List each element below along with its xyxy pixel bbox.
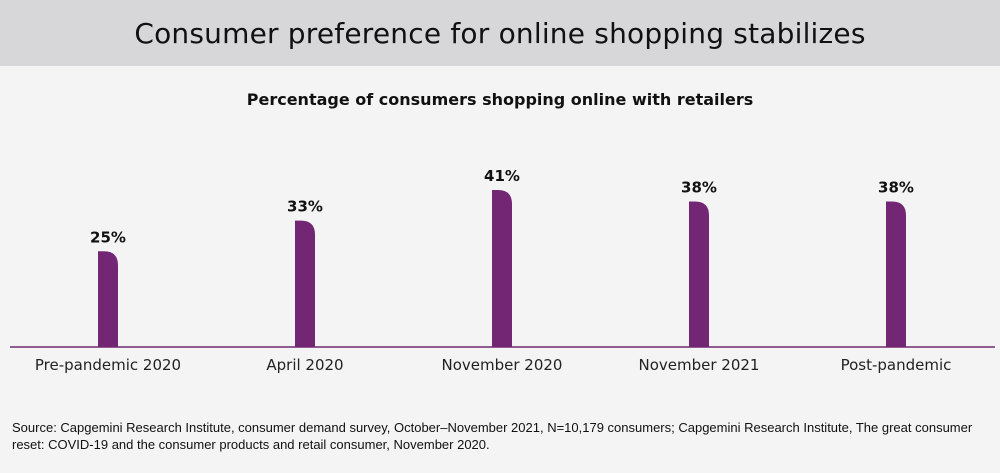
- source-note: Source: Capgemini Research Institute, co…: [12, 420, 973, 452]
- page-title: Consumer preference for online shopping …: [134, 16, 866, 50]
- bar-chart: 25% Pre-pandemic 2020 33% April 2020 41% Nove…: [10, 167, 995, 374]
- data-label: 41%: [484, 167, 520, 185]
- x-tick-label: Post-pandemic: [841, 356, 952, 374]
- x-tick-label: November 2020: [442, 356, 563, 374]
- bar-november-2021: [689, 201, 709, 347]
- data-label: 25%: [90, 228, 126, 246]
- data-label: 38%: [878, 178, 914, 196]
- bar-april-2020: [295, 220, 315, 347]
- data-label: 38%: [681, 178, 717, 196]
- data-label: 33%: [287, 198, 323, 216]
- x-tick-label: Pre-pandemic 2020: [35, 356, 181, 374]
- bar-pre-pandemic-2020: [98, 251, 118, 347]
- chart-title: Percentage of consumers shopping online …: [246, 90, 754, 109]
- x-tick-label: April 2020: [266, 356, 343, 374]
- x-tick-label: November 2021: [639, 356, 760, 374]
- bar-november-2020: [492, 190, 512, 347]
- header-banner: Consumer preference for online shopping …: [0, 0, 1000, 66]
- bar-post-pandemic: [886, 201, 906, 347]
